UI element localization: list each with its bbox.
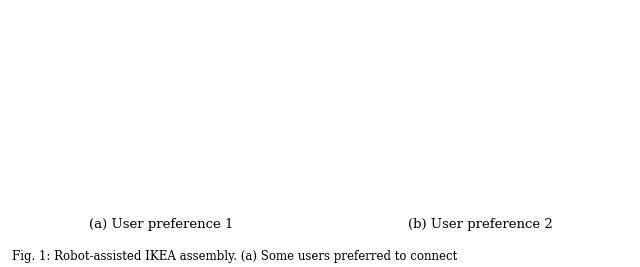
- Text: (a) User preference 1: (a) User preference 1: [89, 218, 234, 231]
- Text: Fig. 1: Robot-assisted IKEA assembly. (a) Some users preferred to connect: Fig. 1: Robot-assisted IKEA assembly. (a…: [12, 250, 457, 263]
- Text: (b) User preference 2: (b) User preference 2: [408, 218, 552, 231]
